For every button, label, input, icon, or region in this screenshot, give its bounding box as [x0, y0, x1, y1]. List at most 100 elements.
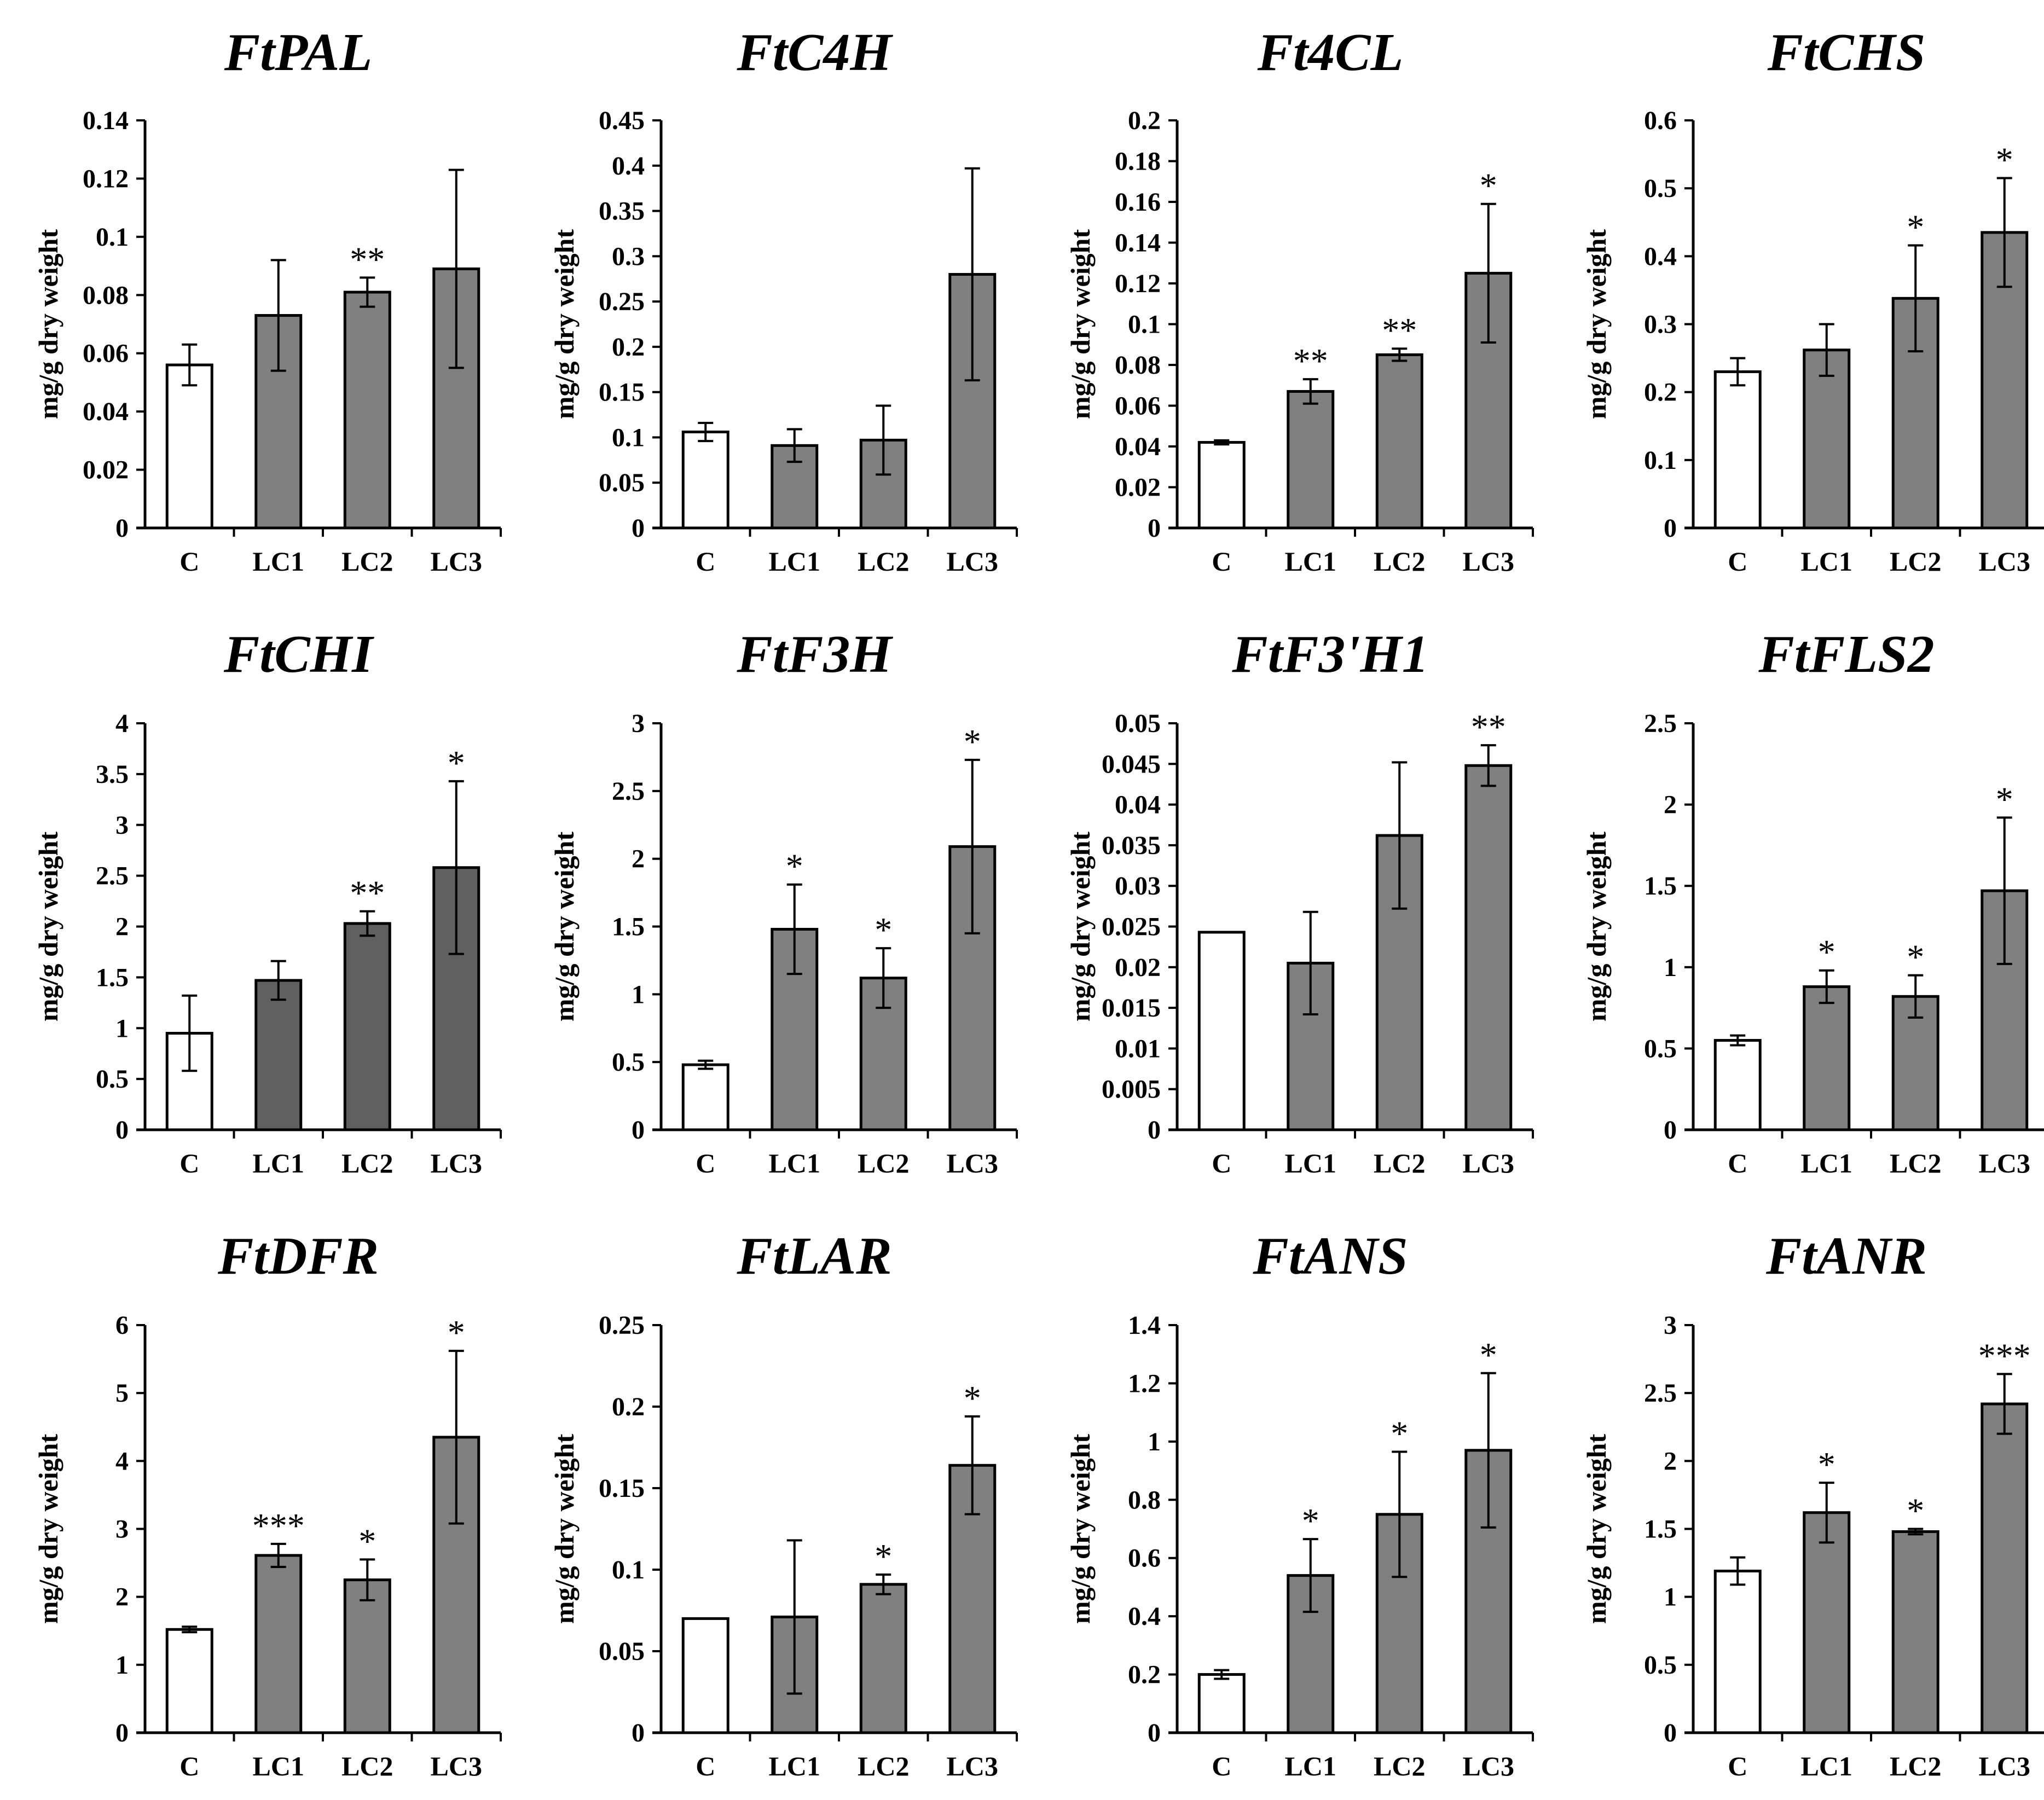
bar-c	[681, 1617, 729, 1734]
x-tick-label: LC2	[858, 546, 909, 577]
y-tick-label: 0.2	[1128, 1660, 1161, 1689]
y-tick-label: 0.5	[612, 1048, 645, 1077]
y-tick-label: 0.03	[1115, 872, 1161, 901]
y-tick-label: 1.4	[1128, 1311, 1161, 1340]
x-tick-label: C	[1212, 546, 1231, 577]
error-bar	[964, 1415, 980, 1516]
y-tick-label: 1	[1148, 1427, 1161, 1456]
y-tick-label: 0.16	[1115, 188, 1161, 217]
error-bar	[360, 1558, 375, 1601]
y-axis-label: mg/g dry weight	[33, 832, 63, 1022]
error-bar	[270, 960, 286, 1001]
chart-title: FtPAL	[224, 23, 372, 82]
x-tick-label: LC3	[431, 546, 482, 577]
chart-panel-ft4cl: Ft4CL mg/g dry weight C ** LC1 ** LC2 * LC3 0 0.02…	[1065, 23, 1534, 577]
significance-marker: *	[1907, 938, 1924, 977]
y-tick-label: 0.05	[599, 1637, 645, 1666]
y-tick-label: 0.2	[1644, 378, 1677, 407]
significance-marker: *	[964, 1379, 981, 1418]
bar-lc3	[1981, 1402, 2029, 1734]
bar-c	[1713, 1039, 1762, 1131]
chart-panel-ftfls2: FtFLS2 mg/g dry weight C * LC1 * LC2 * LC3 0 0.5 1 1…	[1581, 625, 2044, 1178]
x-tick-label: C	[179, 1751, 199, 1781]
chart-panel-ftc4h: FtC4H mg/g dry weight C LC1 LC2 LC3 0 0.05 0.1 0.…	[549, 23, 1018, 577]
y-tick-label: 0.015	[1102, 994, 1161, 1023]
error-bar	[360, 276, 375, 308]
y-tick-label: 0.1	[96, 223, 129, 252]
y-tick-label: 0.6	[1644, 106, 1677, 135]
bar-lc2	[1375, 353, 1423, 530]
y-tick-label: 0.1	[612, 1555, 645, 1584]
x-tick-label: LC1	[769, 1751, 820, 1781]
x-tick-label: C	[179, 546, 199, 577]
x-tick-label: C	[179, 1148, 199, 1178]
y-tick-label: 1	[632, 980, 645, 1009]
error-bar	[964, 758, 980, 934]
error-bar	[1908, 974, 1924, 1019]
y-tick-label: 0.01	[1115, 1034, 1161, 1063]
x-tick-label: LC1	[1285, 546, 1336, 577]
x-tick-label: LC2	[858, 1751, 909, 1781]
y-axis-label: mg/g dry weight	[1065, 832, 1096, 1022]
chart-panel-ftanr: FtANR mg/g dry weight C * LC1 * LC2 *** LC3 0 0.5 1…	[1581, 1227, 2044, 1781]
error-bar	[448, 169, 464, 369]
y-tick-label: 1	[115, 1651, 129, 1680]
y-tick-label: 2	[632, 845, 645, 874]
chart-title: FtCHS	[1767, 23, 1926, 82]
y-tick-label: 0.2	[1128, 106, 1161, 135]
y-tick-label: 2	[115, 1583, 129, 1612]
chart-title: FtLAR	[736, 1227, 891, 1286]
significance-marker: *	[448, 744, 465, 782]
x-tick-label: LC3	[1979, 1751, 2030, 1781]
y-tick-label: 1.5	[612, 913, 645, 942]
y-tick-label: 0	[115, 1718, 129, 1747]
y-tick-label: 0.035	[1102, 831, 1161, 860]
y-tick-label: 0.5	[1644, 1651, 1677, 1680]
x-tick-label: LC3	[947, 546, 998, 577]
significance-marker: *	[1818, 1445, 1835, 1484]
bar-c	[1197, 441, 1246, 530]
x-tick-label: LC3	[1463, 1751, 1514, 1781]
x-tick-label: C	[696, 1751, 715, 1781]
y-tick-label: 0	[1148, 514, 1161, 543]
y-tick-label: 0.5	[96, 1065, 129, 1094]
bar-c	[681, 1063, 729, 1131]
significance-marker: **	[1293, 341, 1328, 380]
x-tick-label: LC2	[1374, 546, 1425, 577]
significance-marker: ***	[1978, 1336, 2031, 1375]
y-tick-label: 2	[1664, 1447, 1677, 1476]
error-bar	[270, 1542, 286, 1569]
y-tick-label: 0	[1148, 1718, 1161, 1747]
significance-marker: **	[350, 874, 385, 913]
x-tick-label: LC3	[1979, 546, 2030, 577]
x-tick-label: LC3	[947, 1148, 998, 1178]
y-tick-label: 0	[1148, 1116, 1161, 1145]
x-tick-label: C	[1728, 1148, 1747, 1178]
x-tick-label: LC3	[431, 1148, 482, 1178]
y-tick-label: 0.14	[1115, 229, 1161, 258]
error-bar	[448, 1350, 464, 1525]
error-bar	[876, 1573, 891, 1595]
y-tick-label: 0.35	[599, 197, 645, 226]
y-tick-label: 0.04	[1115, 791, 1161, 820]
x-tick-label: LC2	[341, 546, 393, 577]
y-tick-label: 0.1	[612, 423, 645, 452]
error-bar	[448, 780, 464, 955]
bar-c	[1197, 931, 1246, 1131]
y-axis-label: mg/g dry weight	[33, 1434, 63, 1624]
y-tick-label: 3	[632, 709, 645, 738]
bar-c	[1713, 1569, 1762, 1734]
y-tick-label: 0.025	[1102, 913, 1161, 942]
significance-marker: *	[1818, 933, 1835, 972]
significance-marker: *	[964, 722, 981, 761]
bar-lc2	[343, 1578, 391, 1734]
y-tick-label: 1	[1664, 1583, 1677, 1612]
error-bar	[1392, 1450, 1408, 1578]
bar-c	[1197, 1673, 1246, 1734]
error-bar	[1392, 347, 1408, 362]
x-tick-label: C	[1728, 1751, 1747, 1781]
y-tick-label: 4	[115, 1447, 129, 1476]
y-tick-label: 0	[632, 1116, 645, 1145]
bar-lc3	[1464, 764, 1513, 1131]
